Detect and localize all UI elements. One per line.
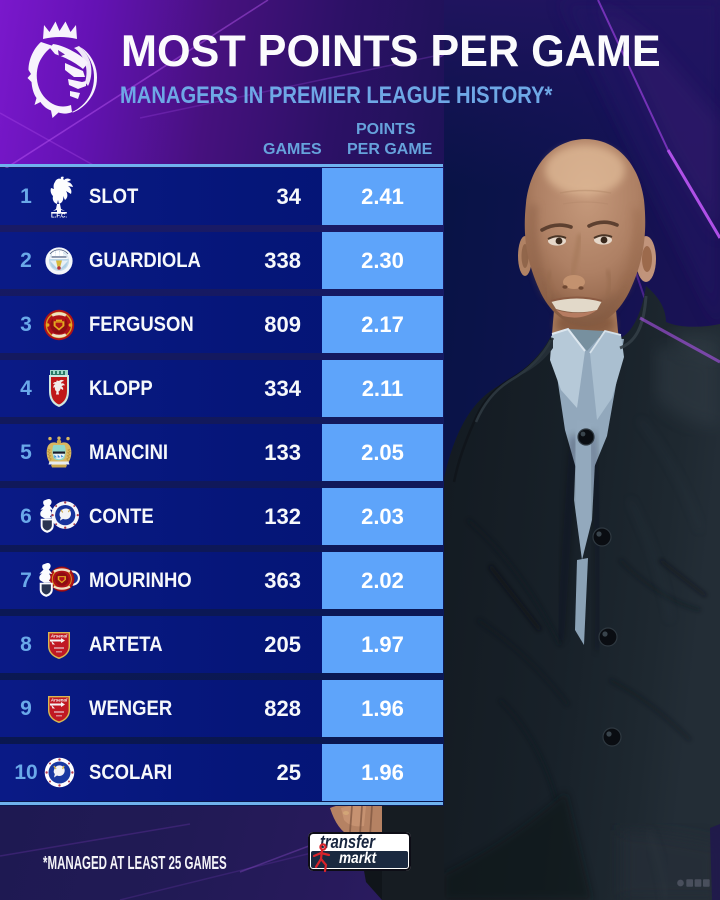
svg-text:Arsenal: Arsenal (50, 697, 68, 702)
svg-text:Arsenal: Arsenal (50, 633, 68, 638)
svg-text:L.F.C.: L.F.C. (51, 213, 67, 218)
